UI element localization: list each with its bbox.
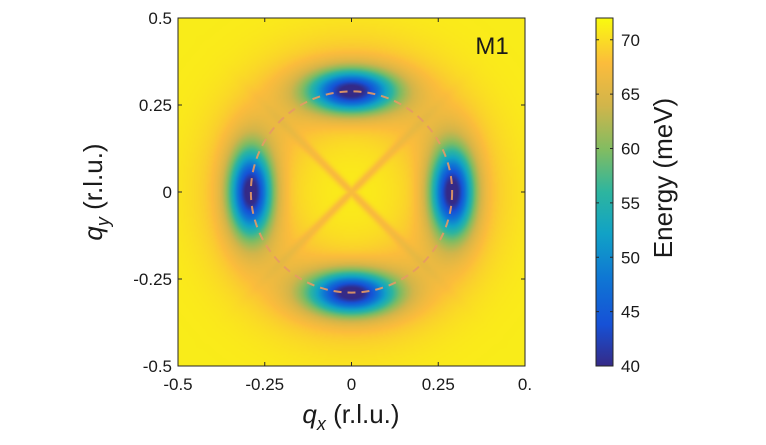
y-axis-sub: y bbox=[93, 216, 113, 228]
heatmap-panel: M1 bbox=[177, 17, 526, 367]
x-axis-sub: x bbox=[316, 414, 327, 434]
heatmap-image bbox=[178, 18, 525, 366]
y-tick-label: 0.5 bbox=[148, 9, 172, 28]
x-tick-label: -0.5 bbox=[163, 375, 192, 394]
x-axis-label: qx (r.l.u.) bbox=[302, 399, 399, 434]
x-tick-label: 0.25 bbox=[422, 375, 455, 394]
colorbar-tick-label: 65 bbox=[621, 85, 640, 104]
dispersion-contour-line bbox=[249, 90, 454, 294]
y-axis-label: qy (r.l.u.) bbox=[78, 143, 113, 240]
x-tick-label: -0.25 bbox=[245, 375, 284, 394]
x-axis-ticks: -0.5 -0.25 0 0.25 0. bbox=[163, 18, 532, 394]
colorbar-tick-label: 50 bbox=[621, 248, 640, 267]
x-axis-unit: (r.l.u.) bbox=[326, 399, 400, 429]
colorbar-tick-label: 60 bbox=[621, 140, 640, 159]
colorbar-tick-label: 55 bbox=[621, 194, 640, 213]
y-tick-label: 0 bbox=[163, 183, 172, 202]
colorbar-label: Energy (meV) bbox=[648, 98, 678, 258]
x-tick-label: 0 bbox=[347, 375, 356, 394]
x-axis-var: q bbox=[302, 399, 317, 429]
colorbar-tick-label: 45 bbox=[621, 303, 640, 322]
y-tick-label: -0.25 bbox=[133, 270, 172, 289]
y-tick-label: 0.25 bbox=[139, 96, 172, 115]
colorbar-tick-label: 70 bbox=[621, 31, 640, 50]
x-tick-label: 0. bbox=[518, 375, 532, 394]
y-tick-label: -0.5 bbox=[143, 357, 172, 376]
colorbar: 40 45 50 55 60 65 70 Energy (meV) bbox=[595, 17, 678, 376]
dispersion-contour bbox=[249, 90, 454, 294]
colorbar-bar bbox=[595, 17, 614, 367]
y-axis-var: q bbox=[78, 226, 108, 241]
colorbar-tick-label: 40 bbox=[621, 357, 640, 376]
y-axis-ticks: -0.5 -0.25 0 0.25 0.5 bbox=[133, 9, 525, 376]
colorbar-ticks: 40 45 50 55 60 65 70 bbox=[596, 31, 640, 376]
panel-label: M1 bbox=[475, 33, 508, 60]
y-axis-unit: (r.l.u.) bbox=[78, 143, 108, 217]
